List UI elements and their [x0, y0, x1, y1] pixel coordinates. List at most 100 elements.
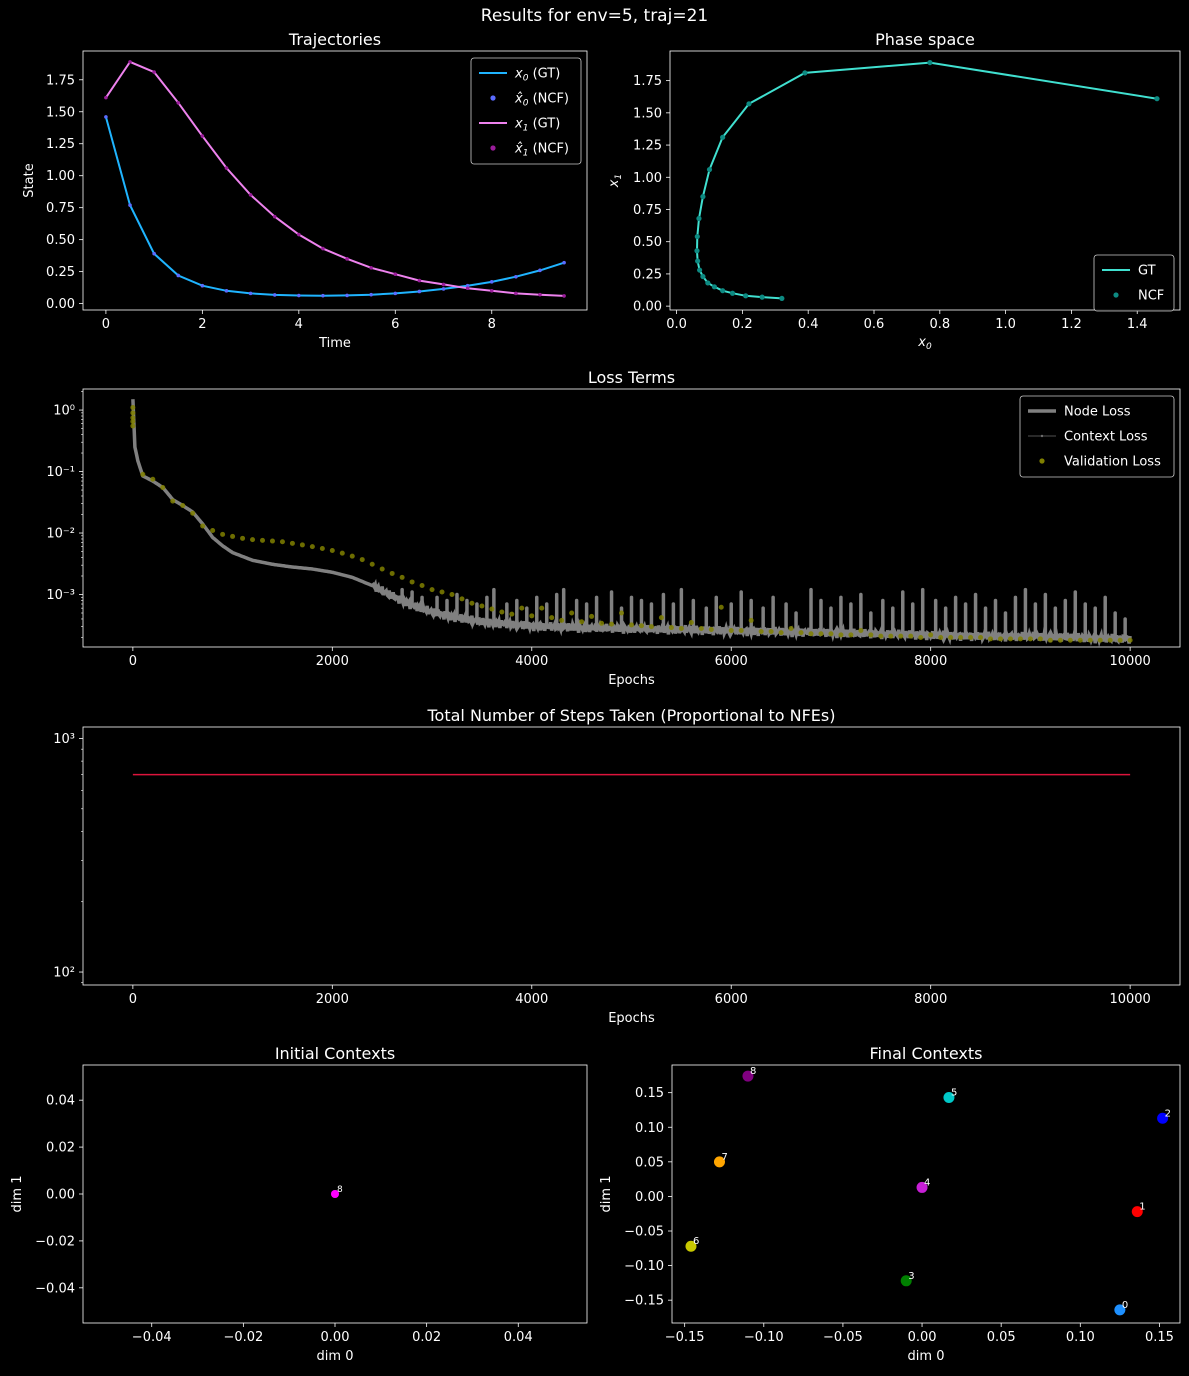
- final-axes-frame: [671, 1064, 1181, 1324]
- phase-ncf-point: [746, 101, 752, 107]
- final-context-point: [713, 1156, 725, 1168]
- validation-loss-point: [808, 631, 814, 637]
- loss-title: Loss Terms: [588, 368, 675, 387]
- trajectories-ylabel: State: [22, 163, 37, 197]
- initial-ytick-label: 0.04: [46, 1094, 75, 1109]
- steps-axes-frame: [82, 726, 1181, 986]
- validation-loss-point: [599, 620, 605, 626]
- final-contexts-chart: Final Contexts −0.15 −0.10 −0.05 0.00 0.05 0.1…: [599, 1044, 1181, 1364]
- trajectories-point: [128, 203, 132, 207]
- validation-loss-point: [688, 620, 694, 626]
- trajectories-xlabel: Time: [318, 336, 351, 351]
- validation-loss-point: [210, 527, 216, 533]
- trajectories-xtick-label: 0: [102, 317, 110, 332]
- validation-loss-point: [150, 476, 156, 482]
- loss-ytick-label: 10⁻¹: [46, 465, 75, 480]
- validation-loss-point: [1087, 637, 1093, 643]
- validation-loss-point: [758, 629, 764, 635]
- validation-loss-point: [938, 634, 944, 640]
- final-ytick-label: 0.05: [635, 1155, 664, 1170]
- trajectories-point: [224, 166, 229, 170]
- phase-ncf-point: [700, 194, 706, 200]
- validation-loss-point: [319, 546, 325, 552]
- phase-xtick-label: 0.2: [732, 317, 753, 332]
- validation-loss-point: [968, 634, 974, 640]
- validation-loss-point: [539, 605, 545, 611]
- loss-xtick-label: 10000: [1109, 654, 1150, 669]
- validation-loss-point: [698, 625, 704, 631]
- phase-xtick-label: 0.6: [864, 317, 885, 332]
- trajectories-xtick-label: 6: [391, 317, 399, 332]
- phase-ncf-point: [696, 215, 702, 222]
- validation-loss-point: [220, 531, 226, 537]
- final-context-label: 4: [924, 1177, 930, 1188]
- steps-xtick-label: 4000: [515, 992, 548, 1007]
- validation-loss-point: [569, 610, 575, 616]
- final-context-label: 5: [951, 1088, 957, 1099]
- validation-loss-point: [648, 624, 654, 630]
- validation-loss-point: [638, 623, 644, 629]
- final-context-point: [916, 1181, 928, 1193]
- final-xlabel: dim 0: [908, 1349, 945, 1364]
- final-ytick-label: 0.15: [635, 1086, 664, 1101]
- validation-loss-point: [269, 538, 275, 544]
- trajectories-point: [465, 283, 470, 288]
- steps-ytick-label: 10²: [53, 966, 75, 981]
- validation-loss-point: [130, 415, 136, 421]
- trajectories-point: [128, 60, 132, 64]
- validation-loss-point: [489, 606, 495, 612]
- trajectories-legend-handle: [490, 95, 496, 101]
- trajectories-point: [441, 287, 446, 291]
- validation-loss-point: [240, 535, 246, 541]
- trajectories-ytick-label: 1.25: [46, 137, 75, 152]
- validation-loss-point: [878, 633, 884, 639]
- phase-ytick-label: 0.00: [633, 300, 662, 315]
- validation-loss-point: [828, 631, 834, 637]
- trajectories-point: [514, 274, 518, 279]
- phase-ncf-point: [695, 258, 701, 264]
- validation-loss-point: [130, 423, 136, 429]
- validation-loss-point: [728, 627, 734, 633]
- phase-ncf-point: [694, 233, 700, 240]
- trajectories-point: [417, 278, 422, 283]
- initial-xlabel: dim 0: [317, 1349, 354, 1364]
- trajectories-point: [200, 283, 205, 288]
- phase-xtick-label: 1.2: [1061, 317, 1082, 332]
- final-xtick-label: 0.00: [908, 1330, 937, 1345]
- phase-ytick-label: 1.75: [633, 74, 662, 89]
- phase-ncf-point: [706, 166, 713, 173]
- validation-loss-point: [858, 627, 864, 633]
- loss-xtick-label: 6000: [715, 654, 748, 669]
- initial-xtick-label: 0.02: [412, 1330, 441, 1345]
- validation-loss-point: [748, 617, 754, 623]
- trajectories-ytick-label: 1.75: [46, 73, 75, 88]
- trajectories-ytick-label: 1.00: [46, 169, 75, 184]
- validation-loss-point: [1117, 637, 1123, 643]
- trajectories-point: [272, 214, 277, 219]
- trajectories-point: [417, 289, 422, 294]
- trajectories-point: [200, 134, 205, 138]
- validation-loss-point: [978, 634, 984, 640]
- trajectories-point: [104, 95, 108, 100]
- validation-loss-point: [469, 600, 475, 606]
- final-xtick-label: 0.05: [987, 1330, 1016, 1345]
- validation-loss-point: [579, 619, 585, 625]
- validation-loss-point: [329, 547, 335, 553]
- validation-loss-point: [409, 579, 415, 585]
- initial-ytick-label: 0.02: [46, 1141, 75, 1156]
- trajectories-point: [345, 293, 349, 298]
- validation-loss-point: [1127, 637, 1133, 643]
- validation-loss-point: [190, 510, 196, 516]
- loss-xtick-label: 8000: [914, 654, 947, 669]
- validation-loss-point: [1017, 636, 1023, 642]
- initial-ytick-label: −0.04: [35, 1281, 75, 1296]
- loss-legend-label: Node Loss: [1064, 405, 1131, 420]
- final-ytick-label: 0.10: [635, 1121, 664, 1136]
- validation-loss-point: [1077, 637, 1083, 643]
- validation-loss-point: [429, 587, 435, 593]
- validation-loss-point: [339, 550, 345, 556]
- trajectories-point: [369, 265, 373, 270]
- validation-loss-point: [479, 603, 485, 609]
- validation-loss-point: [898, 633, 904, 639]
- trajectories-point: [248, 193, 253, 197]
